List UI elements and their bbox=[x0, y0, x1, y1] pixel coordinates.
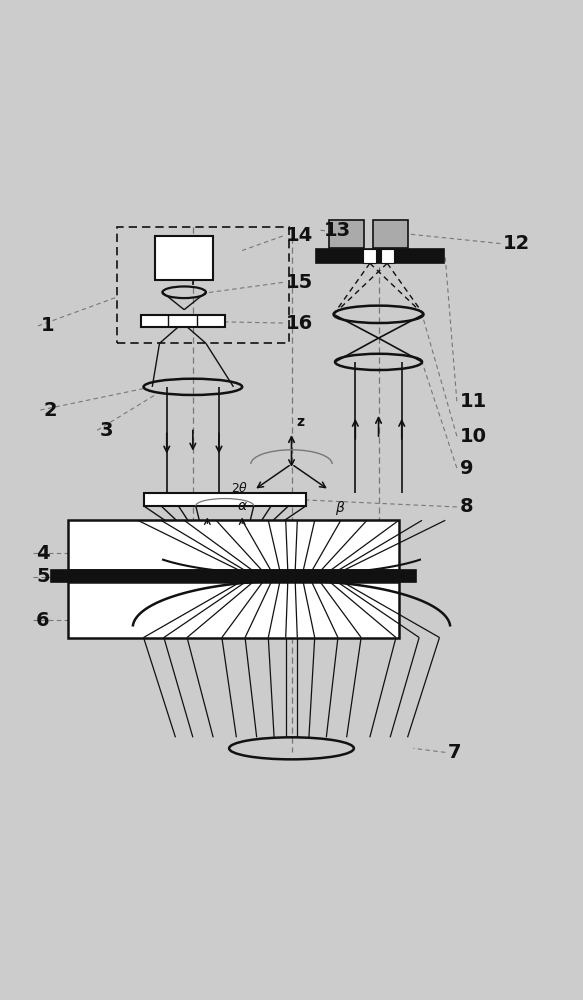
Text: 12: 12 bbox=[503, 234, 531, 253]
Text: 4: 4 bbox=[36, 544, 50, 563]
Bar bbox=[373, 220, 408, 248]
Text: 8: 8 bbox=[460, 497, 473, 516]
Text: 7: 7 bbox=[448, 743, 462, 762]
Text: 3: 3 bbox=[100, 421, 114, 440]
Text: 13: 13 bbox=[324, 221, 350, 240]
Bar bbox=[363, 249, 376, 263]
Bar bbox=[51, 570, 416, 582]
Text: $\beta$: $\beta$ bbox=[335, 499, 346, 517]
Text: 1: 1 bbox=[41, 316, 54, 335]
Bar bbox=[329, 220, 364, 248]
Bar bbox=[143, 493, 306, 506]
Text: $2\theta$: $2\theta$ bbox=[231, 481, 248, 495]
Text: 2: 2 bbox=[43, 401, 57, 420]
Bar bbox=[68, 520, 399, 570]
Text: 16: 16 bbox=[286, 314, 313, 333]
Text: 15: 15 bbox=[286, 273, 313, 292]
Bar bbox=[317, 249, 444, 263]
Text: $\alpha$: $\alpha$ bbox=[237, 499, 248, 513]
Text: 5: 5 bbox=[36, 567, 50, 586]
Bar bbox=[155, 236, 213, 280]
Bar bbox=[141, 315, 225, 327]
Text: 9: 9 bbox=[460, 459, 473, 478]
Text: 11: 11 bbox=[460, 392, 487, 411]
Text: z: z bbox=[296, 415, 304, 429]
Text: 6: 6 bbox=[36, 611, 50, 630]
Text: 14: 14 bbox=[286, 226, 313, 245]
Text: 10: 10 bbox=[460, 427, 487, 446]
Bar bbox=[117, 227, 289, 343]
Bar bbox=[381, 249, 394, 263]
Bar bbox=[68, 582, 399, 638]
